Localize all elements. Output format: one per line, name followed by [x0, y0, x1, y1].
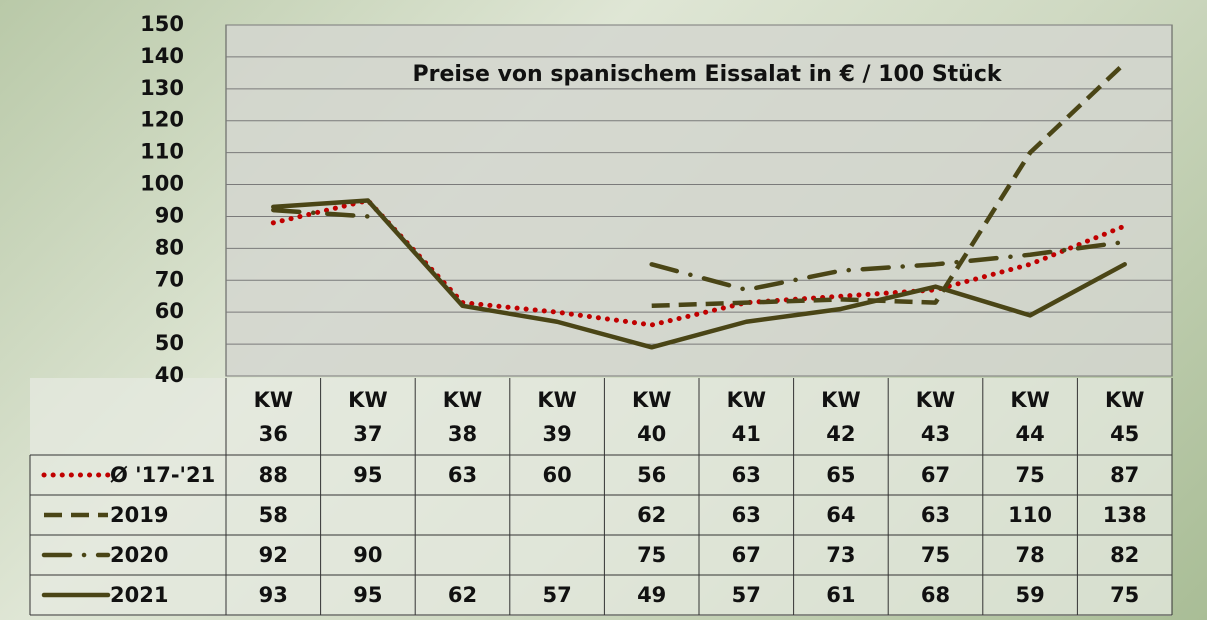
table-value: 138: [1077, 495, 1172, 535]
table-value: 57: [699, 575, 794, 615]
x-tick-label: KW 44: [983, 378, 1078, 455]
table-value: 59: [983, 575, 1078, 615]
x-tick-label: KW 41: [699, 378, 794, 455]
y-tick-label: 110: [140, 140, 184, 164]
table-value: 93: [226, 575, 321, 615]
table-value: 61: [794, 575, 889, 615]
table-value: 62: [415, 575, 510, 615]
legend-label: Ø '17-'21: [110, 455, 224, 495]
table-value: 49: [604, 575, 699, 615]
table-value: 88: [226, 455, 321, 495]
table-value: 57: [510, 575, 605, 615]
y-tick-label: 40: [155, 363, 184, 387]
table-value: 75: [1077, 575, 1172, 615]
x-tick-label: KW 36: [226, 378, 321, 455]
table-value: 63: [888, 495, 983, 535]
table-value: 95: [321, 575, 416, 615]
x-tick-label: KW 38: [415, 378, 510, 455]
table-value: 110: [983, 495, 1078, 535]
table-value: 60: [510, 455, 605, 495]
chart: Preise von spanischem Eissalat in € / 10…: [0, 0, 1207, 620]
legend-label: 2019: [110, 495, 224, 535]
table-value: 62: [604, 495, 699, 535]
y-tick-label: 90: [155, 203, 184, 227]
y-tick-label: 140: [140, 44, 184, 68]
x-tick-label: KW 43: [888, 378, 983, 455]
y-tick-label: 70: [155, 267, 184, 291]
x-tick-label: KW 45: [1077, 378, 1172, 455]
x-tick-label: KW 40: [604, 378, 699, 455]
x-tick-label: KW 39: [510, 378, 605, 455]
table-value: 90: [321, 535, 416, 575]
y-tick-label: 130: [140, 76, 184, 100]
table-value: 92: [226, 535, 321, 575]
table-value: 73: [794, 535, 889, 575]
chart-title: Preise von spanischem Eissalat in € / 10…: [412, 62, 1002, 87]
table-value: 78: [983, 535, 1078, 575]
y-tick-label: 150: [140, 12, 184, 36]
table-value: 56: [604, 455, 699, 495]
table-value: 65: [794, 455, 889, 495]
table-value: 64: [794, 495, 889, 535]
legend-label: 2020: [110, 535, 224, 575]
legend-label: 2021: [110, 575, 224, 615]
y-tick-label: 80: [155, 235, 184, 259]
table-value: 63: [415, 455, 510, 495]
table-value: 82: [1077, 535, 1172, 575]
x-tick-label: KW 37: [321, 378, 416, 455]
y-tick-label: 50: [155, 331, 184, 355]
table-value: 95: [321, 455, 416, 495]
table-value: 67: [699, 535, 794, 575]
table-value: 63: [699, 455, 794, 495]
x-tick-label: KW 42: [794, 378, 889, 455]
table-value: 75: [888, 535, 983, 575]
y-tick-label: 100: [140, 172, 184, 196]
table-value: 67: [888, 455, 983, 495]
table-value: 75: [604, 535, 699, 575]
table-value: 87: [1077, 455, 1172, 495]
table-value: 63: [699, 495, 794, 535]
table-value: 58: [226, 495, 321, 535]
y-tick-label: 60: [155, 299, 184, 323]
y-tick-label: 120: [140, 108, 184, 132]
table-value: 75: [983, 455, 1078, 495]
table-value: 68: [888, 575, 983, 615]
